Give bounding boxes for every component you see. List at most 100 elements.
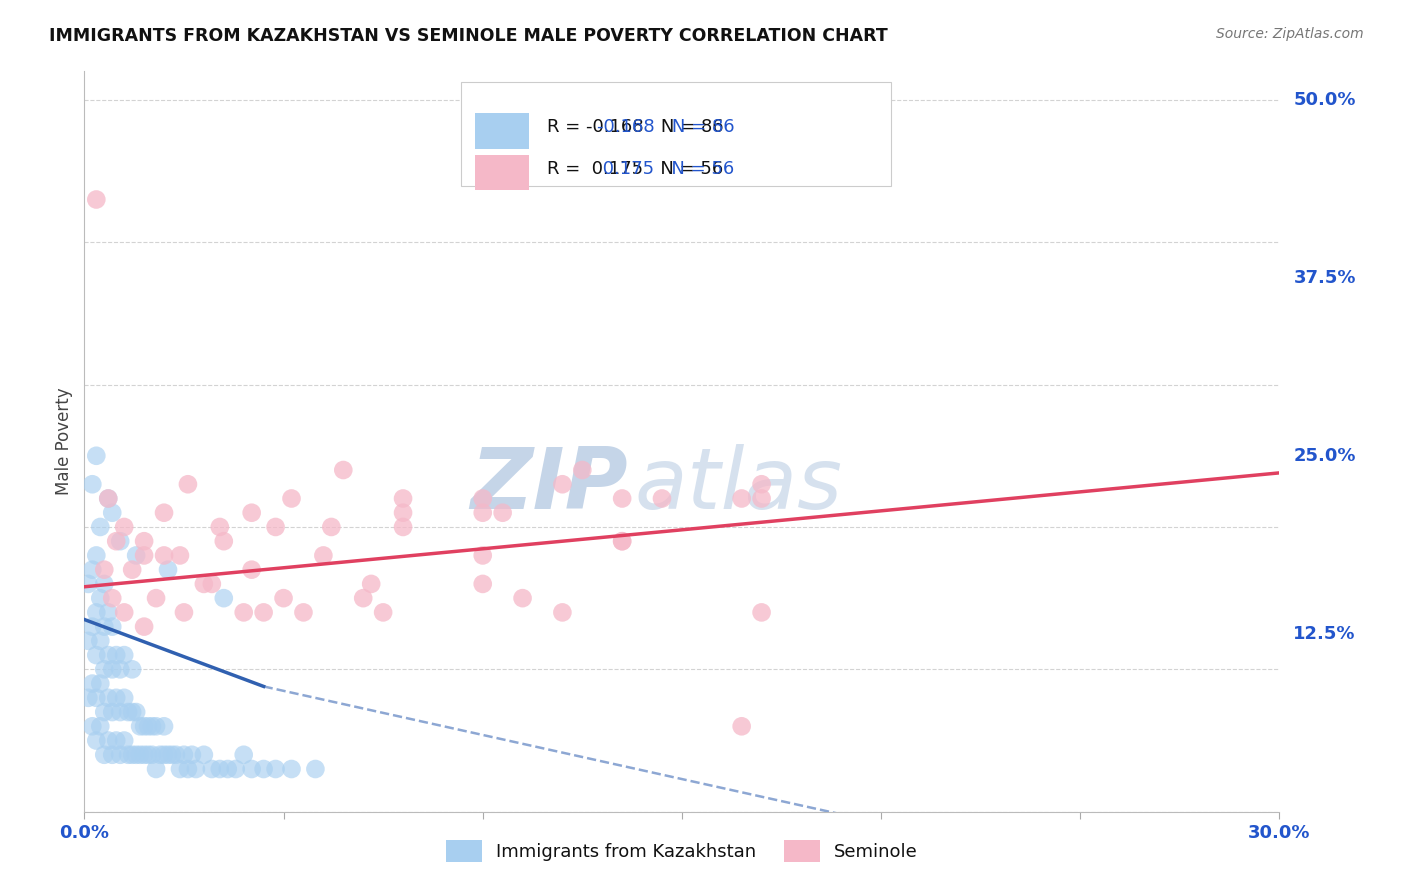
Point (392, 520, 415, 534)
Point (136, 747, 159, 762)
Point (173, 747, 195, 762)
Point (93, 563, 115, 577)
Point (193, 577, 215, 591)
Point (392, 506, 415, 520)
Point (105, 733, 128, 747)
Point (89, 591, 111, 606)
Point (292, 606, 315, 620)
Point (112, 690, 135, 705)
Text: ZIP: ZIP (471, 444, 628, 527)
FancyBboxPatch shape (475, 155, 529, 190)
Point (551, 606, 574, 620)
Point (141, 719, 163, 733)
Point (97, 648, 120, 662)
Point (105, 648, 128, 662)
Point (82, 477, 104, 491)
Point (145, 762, 167, 776)
Point (101, 619, 124, 633)
Point (551, 477, 574, 491)
Point (125, 747, 148, 762)
Point (93, 747, 115, 762)
Point (651, 491, 673, 506)
Point (264, 520, 287, 534)
Point (89, 520, 111, 534)
Point (240, 762, 263, 776)
Point (82, 676, 104, 690)
Point (173, 606, 195, 620)
Point (492, 506, 515, 520)
Point (157, 747, 180, 762)
Point (201, 762, 224, 776)
Point (97, 606, 120, 620)
Point (212, 534, 235, 549)
Point (101, 705, 124, 719)
Point (101, 747, 124, 762)
Point (201, 577, 224, 591)
Point (97, 491, 120, 506)
Point (471, 491, 494, 506)
Point (132, 619, 156, 633)
Y-axis label: Male Poverty: Male Poverty (55, 388, 73, 495)
Point (86, 733, 108, 747)
Point (89, 676, 111, 690)
Point (82, 563, 104, 577)
Point (471, 577, 494, 591)
Point (105, 534, 128, 549)
Point (141, 747, 163, 762)
Point (93, 662, 115, 676)
Point (332, 463, 354, 477)
Point (160, 747, 183, 762)
Point (149, 747, 172, 762)
Point (121, 662, 143, 676)
Text: R = -0.168   N = 86: R = -0.168 N = 86 (547, 119, 724, 136)
Point (93, 619, 115, 633)
Point (240, 506, 263, 520)
Point (97, 491, 120, 506)
Point (181, 747, 204, 762)
Point (264, 762, 287, 776)
Point (82, 619, 104, 633)
Point (751, 606, 773, 620)
Point (125, 705, 148, 719)
Point (751, 491, 773, 506)
Point (304, 762, 326, 776)
Point (280, 491, 302, 506)
Point (169, 762, 191, 776)
Text: R =  0.175   N = 56: R = 0.175 N = 56 (547, 160, 723, 178)
Point (132, 747, 156, 762)
Point (129, 747, 152, 762)
Point (129, 719, 152, 733)
Point (112, 606, 135, 620)
Point (132, 534, 156, 549)
Point (110, 534, 132, 549)
Point (132, 549, 156, 563)
Point (212, 591, 235, 606)
Point (86, 549, 108, 563)
Point (253, 762, 276, 776)
Point (97, 733, 120, 747)
Point (110, 747, 132, 762)
Point (612, 491, 634, 506)
Point (157, 563, 180, 577)
Point (89, 719, 111, 733)
Point (77, 633, 100, 648)
Point (273, 591, 295, 606)
Point (253, 606, 276, 620)
Point (117, 705, 139, 719)
Point (101, 591, 124, 606)
Point (751, 477, 773, 491)
Point (153, 747, 176, 762)
Point (110, 705, 132, 719)
Point (177, 762, 200, 776)
Point (217, 762, 239, 776)
Point (240, 563, 263, 577)
Point (321, 520, 343, 534)
Point (153, 506, 176, 520)
Point (165, 747, 187, 762)
Point (112, 733, 135, 747)
Point (77, 577, 100, 591)
FancyBboxPatch shape (461, 82, 891, 186)
Point (121, 747, 143, 762)
Point (169, 549, 191, 563)
Point (117, 747, 139, 762)
